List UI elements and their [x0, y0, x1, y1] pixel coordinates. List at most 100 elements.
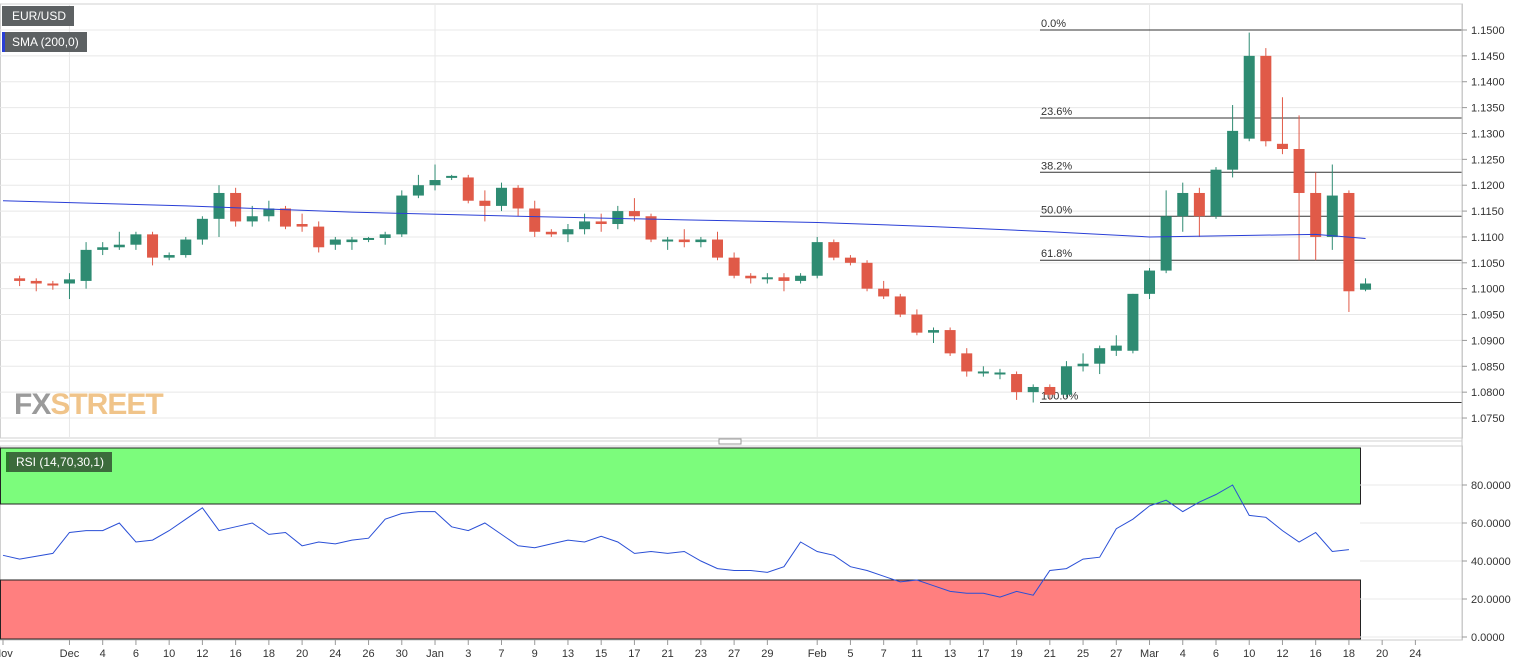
date-tick-label: 25 [1077, 648, 1089, 660]
date-tick-label: 15 [595, 648, 607, 660]
candle-body [678, 239, 690, 243]
candle-body [396, 195, 408, 235]
date-tick-label: 17 [977, 648, 989, 660]
sma-label: SMA (200,0) [2, 32, 87, 52]
date-tick-label: 21 [662, 648, 674, 660]
price-tick-label: 1.0950 [1471, 310, 1505, 322]
price-tick-label: 1.1150 [1471, 206, 1504, 218]
rsi-tick-label: 60.0000 [1471, 518, 1511, 530]
candle-body [213, 192, 225, 219]
date-tick-label: 6 [1213, 648, 1219, 660]
candle-body [977, 371, 989, 374]
date-tick-label: 20 [1376, 648, 1388, 660]
date-tick-label: 4 [1180, 648, 1186, 660]
candle-body [612, 211, 624, 225]
candle-body [512, 187, 524, 209]
candle-body [944, 330, 956, 354]
candle-body [1343, 192, 1355, 292]
date-tick-label: 24 [1409, 648, 1421, 660]
rsi-swatch [6, 452, 9, 472]
candle-body [579, 221, 591, 230]
price-tick-label: 1.0900 [1471, 335, 1505, 347]
pane-resize-handle[interactable] [718, 438, 742, 445]
candle-body [1310, 192, 1322, 237]
candle-body [63, 279, 75, 284]
candle-body [1094, 348, 1106, 364]
candle-body [695, 239, 707, 243]
date-tick-label: 13 [944, 648, 956, 660]
candle-body [479, 200, 491, 206]
sma-label-text: SMA (200,0) [12, 35, 79, 49]
candle-body [795, 275, 807, 281]
price-tick-label: 1.1350 [1471, 103, 1505, 115]
pane-divider[interactable] [0, 438, 1462, 445]
date-tick-label: 18 [263, 648, 275, 660]
candle-body [1027, 386, 1039, 393]
price-tick-label: 1.0750 [1471, 413, 1505, 425]
candle-body [761, 277, 773, 280]
candle-body [1227, 130, 1239, 170]
candle-body [844, 257, 856, 263]
price-tick-label: 1.0800 [1471, 387, 1505, 399]
fib-level-label: 50.0% [1041, 204, 1072, 216]
candle-body [296, 224, 308, 227]
logo-fx: FX [14, 388, 51, 421]
price-tick-label: 1.1200 [1471, 180, 1505, 192]
candle-body [346, 239, 358, 243]
candle-body [712, 239, 723, 258]
price-grid [0, 3, 1463, 640]
candle-body [861, 262, 873, 289]
price-tick-label: 1.1500 [1471, 25, 1505, 37]
date-tick-label: 18 [1343, 648, 1355, 660]
symbol-label: EUR/USD [2, 6, 75, 26]
date-tick-label: 9 [532, 648, 538, 660]
candle-body [1044, 386, 1056, 395]
candle-body [1144, 270, 1156, 294]
candle-body [1011, 374, 1023, 393]
rsi-zones [0, 445, 1463, 641]
price-tick-label: 1.1050 [1471, 258, 1505, 270]
candle-body [595, 221, 607, 225]
candle-body [1276, 143, 1288, 149]
date-tick-label: 27 [1110, 648, 1122, 660]
date-tick-label: 7 [498, 648, 504, 660]
candle-body [645, 216, 657, 240]
price-tick-label: 1.1100 [1471, 232, 1504, 244]
date-tick-label: 6 [133, 648, 139, 660]
date-tick-label: 12 [1276, 648, 1288, 660]
candle-body [928, 330, 940, 333]
rsi-label: RSI (14,70,30,1) [6, 452, 113, 472]
candle-body [113, 244, 125, 248]
date-tick-label: 16 [230, 648, 242, 660]
candle-body [180, 239, 192, 256]
candles [14, 32, 1372, 403]
candle-body [961, 353, 973, 372]
symbol-label-text: EUR/USD [12, 9, 67, 23]
candle-body [1060, 366, 1072, 395]
date-tick-label: 24 [329, 648, 341, 660]
candle-body [30, 280, 42, 284]
date-tick-label: 11 [911, 648, 922, 660]
candle-body [147, 234, 159, 258]
candle-body [894, 296, 906, 315]
price-tick-label: 1.1300 [1471, 128, 1505, 140]
date-tick-label: Dec [60, 648, 80, 660]
price-tick-label: 1.1450 [1471, 51, 1505, 63]
fib-level-label: 38.2% [1041, 160, 1072, 172]
candle-body [662, 239, 674, 242]
date-tick-label: 3 [465, 648, 471, 660]
candle-body [97, 247, 109, 250]
axes [0, 4, 1463, 641]
candle-body [279, 208, 291, 227]
fib-level-label: 0.0% [1041, 18, 1066, 30]
candle-body [745, 275, 757, 279]
date-tick-label: 23 [695, 648, 707, 660]
rsi-tick-label: 80.0000 [1471, 480, 1511, 492]
candle-body [529, 208, 541, 232]
fib-level-label: 23.6% [1041, 106, 1072, 118]
date-tick-label: 29 [761, 648, 773, 660]
rsi-label-text: RSI (14,70,30,1) [16, 455, 105, 469]
rsi-overbought-zone [0, 447, 1361, 505]
date-tick-label: 19 [1010, 648, 1022, 660]
candle-body [811, 242, 823, 276]
